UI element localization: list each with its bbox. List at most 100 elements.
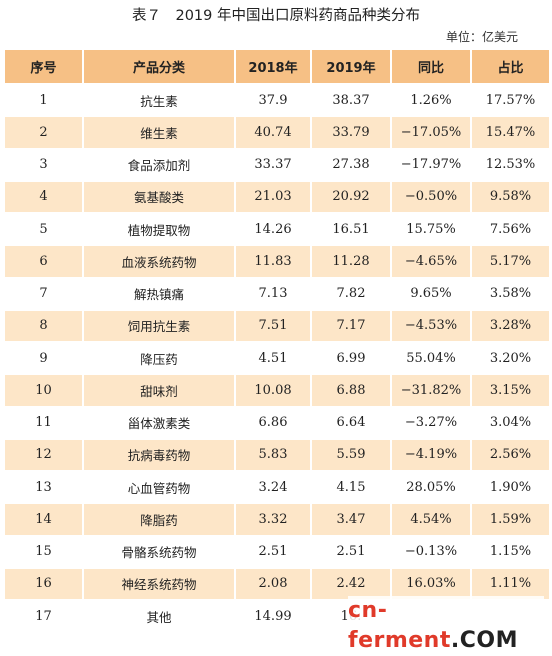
header-category: 产品分类 <box>82 50 235 84</box>
cell-category: 解热镇痛 <box>82 276 235 310</box>
header-2019: 2019年 <box>310 50 391 84</box>
table-row: 14 降脂药 3.32 3.47 4.54% 1.59% <box>5 502 549 536</box>
cell-2018: 4.51 <box>234 340 311 375</box>
cell-share: 1.11% <box>470 566 549 600</box>
cell-category: 植物提取物 <box>82 211 235 246</box>
cell-index: 12 <box>5 437 83 471</box>
cell-share: 3.04% <box>470 405 549 439</box>
cell-share: 1.59% <box>470 502 549 536</box>
cell-2018: 7.13 <box>234 276 311 310</box>
cell-index: 16 <box>5 566 83 600</box>
cell-category: 甾体激素类 <box>82 405 235 439</box>
cell-yoy: −31.82% <box>390 373 471 407</box>
cell-index: 11 <box>5 405 83 439</box>
table-row: 4 氨基酸类 21.03 20.92 −0.50% 9.58% <box>5 179 549 213</box>
cell-yoy: 55.04% <box>390 340 471 375</box>
cell-category: 降压药 <box>82 340 235 375</box>
cell-2018: 7.51 <box>234 308 311 342</box>
cell-category: 骨骼系统药物 <box>82 534 235 568</box>
cell-2019: 7.82 <box>310 276 391 310</box>
cell-category: 氨基酸类 <box>82 179 235 213</box>
cell-share: 5.17% <box>470 244 549 278</box>
cell-category: 甜味剂 <box>82 373 235 407</box>
cell-category: 维生素 <box>82 115 235 149</box>
cell-2018: 3.24 <box>234 469 311 504</box>
cell-share: 1.90% <box>470 469 549 504</box>
cell-2018: 10.08 <box>234 373 311 407</box>
cell-yoy: −4.65% <box>390 244 471 278</box>
cell-yoy: −4.19% <box>390 437 471 471</box>
cell-2019: 7.17 <box>310 308 391 342</box>
cell-yoy: −0.50% <box>390 179 471 213</box>
cell-yoy: 4.54% <box>390 502 471 536</box>
table-row: 12 抗病毒药物 5.83 5.59 −4.19% 2.56% <box>5 437 549 471</box>
table-body: 1 抗生素 37.9 38.37 1.26% 17.57% 2 维生素 40.74 33.79 −1… <box>5 82 549 632</box>
cell-category: 抗病毒药物 <box>82 437 235 471</box>
cell-index: 7 <box>5 276 83 310</box>
table-row: 5 植物提取物 14.26 16.51 15.75% 7.56% <box>5 211 549 246</box>
table-row: 11 甾体激素类 6.86 6.64 −3.27% 3.04% <box>5 405 549 439</box>
cell-yoy: −17.97% <box>390 147 471 181</box>
cell-share: 3.58% <box>470 276 549 310</box>
cell-yoy: 15.75% <box>390 211 471 246</box>
cell-2019: 6.88 <box>310 373 391 407</box>
cell-category: 抗生素 <box>82 82 235 117</box>
cell-index: 2 <box>5 115 83 149</box>
table-row: 9 降压药 4.51 6.99 55.04% 3.20% <box>5 340 549 375</box>
unit-label: 单位：亿美元 <box>445 30 518 44</box>
cell-2018: 6.86 <box>234 405 311 439</box>
cell-2018: 11.83 <box>234 244 311 278</box>
table-row: 2 维生素 40.74 33.79 −17.05% 15.47% <box>5 115 549 149</box>
cell-index: 4 <box>5 179 83 213</box>
cell-category: 食品添加剂 <box>82 147 235 181</box>
watermark-suffix: .COM <box>450 628 518 653</box>
table-row: 13 心血管药物 3.24 4.15 28.05% 1.90% <box>5 469 549 504</box>
header-2018: 2018年 <box>234 50 311 84</box>
cell-2018: 40.74 <box>234 115 311 149</box>
header-yoy: 同比 <box>390 50 471 84</box>
cell-index: 1 <box>5 82 83 117</box>
cell-2018: 21.03 <box>234 179 311 213</box>
cell-index: 10 <box>5 373 83 407</box>
table-row: 7 解热镇痛 7.13 7.82 9.65% 3.58% <box>5 276 549 310</box>
table-row: 1 抗生素 37.9 38.37 1.26% 17.57% <box>5 82 549 117</box>
cell-category: 心血管药物 <box>82 469 235 504</box>
header-index: 序号 <box>5 50 83 84</box>
cell-2018: 14.99 <box>234 598 311 632</box>
cell-category: 饲用抗生素 <box>82 308 235 342</box>
cell-share: 12.53% <box>470 147 549 181</box>
cell-yoy: 28.05% <box>390 469 471 504</box>
cell-2019: 6.99 <box>310 340 391 375</box>
watermark-logo: cn-ferment.COM <box>348 596 544 653</box>
cell-category: 其他 <box>82 598 235 632</box>
cell-index: 5 <box>5 211 83 246</box>
cell-share: 9.58% <box>470 179 549 213</box>
cell-index: 17 <box>5 598 83 632</box>
cell-category: 血液系统药物 <box>82 244 235 278</box>
cell-2019: 4.15 <box>310 469 391 504</box>
cell-2019: 33.79 <box>310 115 391 149</box>
cell-yoy: −3.27% <box>390 405 471 439</box>
cell-2018: 2.51 <box>234 534 311 568</box>
cell-share: 3.15% <box>470 373 549 407</box>
cell-2018: 33.37 <box>234 147 311 181</box>
cell-2019: 16.51 <box>310 211 391 246</box>
cell-yoy: 16.03% <box>390 566 471 600</box>
table-row: 16 神经系统药物 2.08 2.42 16.03% 1.11% <box>5 566 549 600</box>
table-row: 8 饲用抗生素 7.51 7.17 −4.53% 3.28% <box>5 308 549 342</box>
cell-2018: 3.32 <box>234 502 311 536</box>
table-row: 10 甜味剂 10.08 6.88 −31.82% 3.15% <box>5 373 549 407</box>
cell-2019: 11.28 <box>310 244 391 278</box>
cell-2019: 38.37 <box>310 82 391 117</box>
cell-2019: 20.92 <box>310 179 391 213</box>
cell-index: 8 <box>5 308 83 342</box>
cell-index: 13 <box>5 469 83 504</box>
cell-2019: 2.51 <box>310 534 391 568</box>
header-share: 占比 <box>470 50 549 84</box>
cell-2019: 27.38 <box>310 147 391 181</box>
cell-2018: 37.9 <box>234 82 311 117</box>
cell-category: 降脂药 <box>82 502 235 536</box>
cell-2018: 5.83 <box>234 437 311 471</box>
cell-2018: 14.26 <box>234 211 311 246</box>
cell-2019: 6.64 <box>310 405 391 439</box>
